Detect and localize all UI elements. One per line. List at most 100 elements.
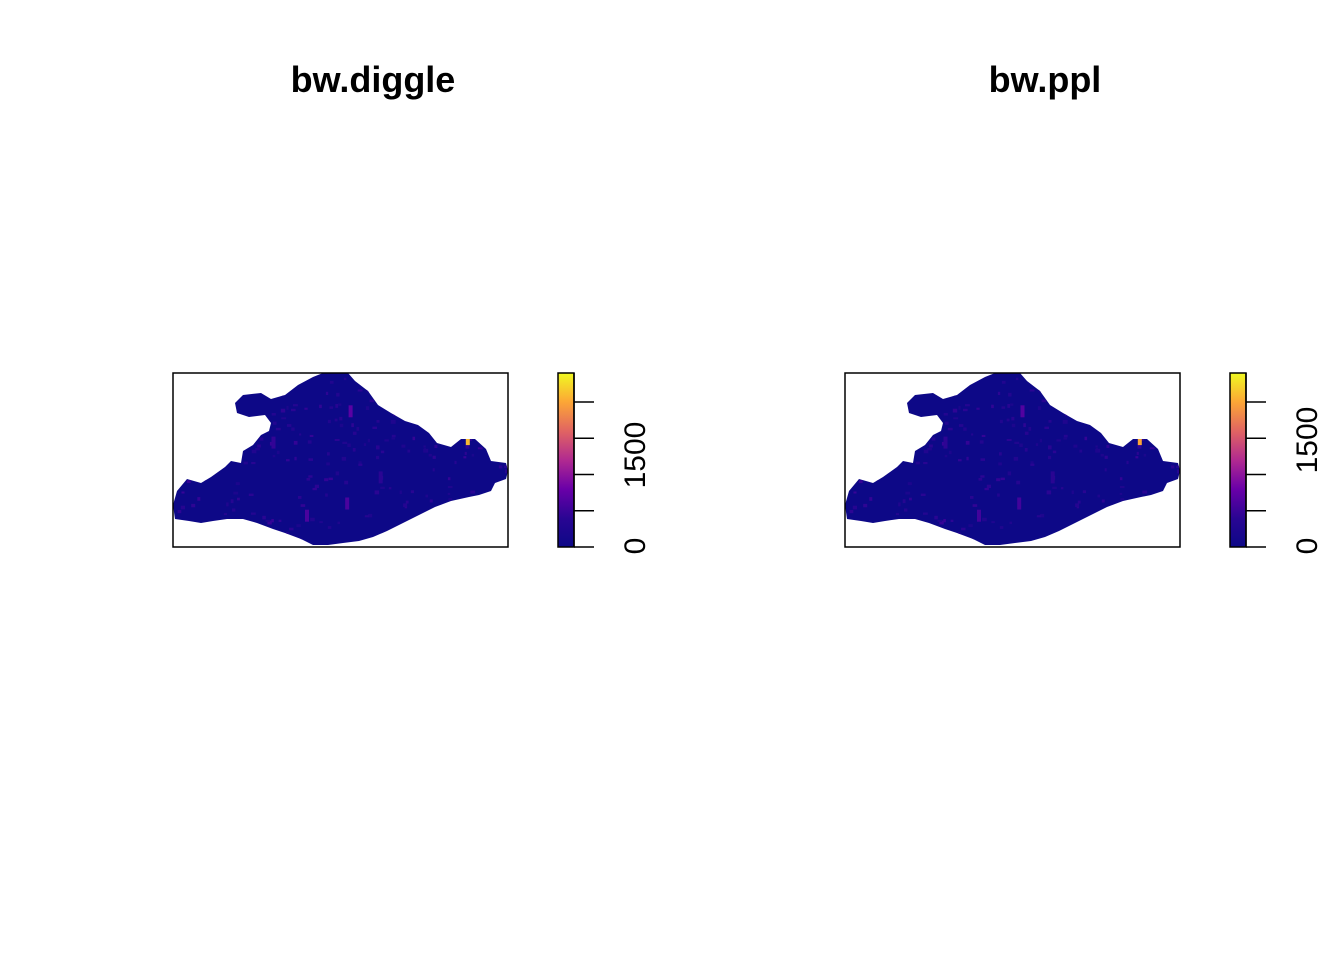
density-cell <box>233 533 239 536</box>
density-cell <box>1009 521 1012 525</box>
density-cell <box>192 430 197 434</box>
density-cell <box>1078 388 1083 393</box>
density-cell <box>869 497 873 501</box>
density-cell <box>216 441 220 445</box>
density-cell <box>482 518 487 522</box>
density-cell <box>898 502 901 507</box>
density-cell <box>388 487 392 490</box>
density-cell <box>258 377 262 382</box>
density-cell <box>364 542 367 545</box>
density-cell <box>294 456 297 461</box>
density-cell <box>432 468 435 472</box>
density-cell <box>278 519 282 522</box>
density-cell <box>1122 420 1128 424</box>
density-cell <box>1095 445 1098 448</box>
density-cell <box>206 412 209 416</box>
density-cell <box>1060 487 1064 490</box>
density-cell <box>958 424 964 427</box>
density-cell <box>222 423 225 428</box>
density-cell <box>853 383 859 387</box>
density-cell <box>939 381 945 386</box>
density-cell <box>470 490 476 494</box>
density-cell <box>978 478 983 481</box>
density-cell <box>372 426 377 429</box>
density-cell <box>907 482 912 486</box>
density-cell <box>498 465 503 469</box>
density-cell <box>337 521 340 525</box>
density-cell <box>226 448 230 452</box>
density-cell <box>847 379 852 383</box>
density-cell <box>1126 460 1129 465</box>
density-cell <box>1157 394 1160 399</box>
density-cell <box>1044 426 1049 429</box>
density-cell <box>1093 415 1098 419</box>
density-cell <box>923 542 927 545</box>
density-cell <box>306 478 311 481</box>
density-hotspot <box>305 509 309 522</box>
density-cell <box>180 505 185 510</box>
density-cell <box>888 441 892 445</box>
density-cell <box>1100 453 1104 457</box>
density-cell <box>469 409 473 413</box>
density-cell <box>299 433 302 436</box>
density-cell <box>446 510 452 514</box>
density-cell <box>934 515 938 520</box>
density-cell <box>293 440 298 445</box>
density-cell <box>289 527 294 531</box>
density-cell <box>852 505 857 510</box>
density-cell <box>183 442 186 445</box>
density-cell <box>237 497 240 501</box>
density-cell <box>1136 451 1139 455</box>
density-cell <box>1052 450 1057 454</box>
density-cell <box>1174 402 1179 405</box>
density-cell <box>423 448 427 452</box>
density-cell <box>1048 420 1052 423</box>
density-cell <box>209 419 213 422</box>
legend-tick-label: 0 <box>619 538 652 555</box>
density-cell <box>280 408 286 413</box>
density-cell <box>1048 455 1052 460</box>
density-cell <box>1079 449 1083 453</box>
density-cell <box>451 434 455 437</box>
density-cell <box>1134 435 1138 439</box>
density-cell <box>1019 443 1023 447</box>
density-cell <box>911 377 916 381</box>
density-cell <box>200 476 205 480</box>
density-cell <box>352 431 357 435</box>
density-cell <box>226 502 229 507</box>
density-cell <box>434 444 438 448</box>
density-cell <box>1119 486 1125 489</box>
density-cell <box>984 487 989 491</box>
density-hotspot <box>977 509 981 522</box>
density-cell <box>1041 399 1047 403</box>
density-cell <box>374 490 380 495</box>
density-cell <box>271 519 274 523</box>
density-cell <box>440 504 443 508</box>
density-cell <box>382 534 385 539</box>
density-cell <box>182 464 186 468</box>
density-cell <box>1145 404 1150 408</box>
density-cell <box>275 427 281 431</box>
density-cell <box>352 448 356 452</box>
density-cell <box>1008 392 1012 397</box>
density-cell <box>1160 437 1165 440</box>
density-cell <box>421 415 426 419</box>
density-cell <box>251 462 256 465</box>
density-cell <box>1118 510 1124 514</box>
density-cell <box>489 397 495 400</box>
density-cell <box>1052 486 1057 489</box>
density-cell <box>441 522 445 525</box>
density-cell <box>463 418 467 422</box>
density-cell <box>177 510 182 514</box>
density-cell <box>485 394 488 399</box>
density-cell <box>1105 508 1109 512</box>
density-cell <box>925 531 929 536</box>
density-cell <box>1125 542 1130 545</box>
density-cell <box>191 401 196 404</box>
density-cell <box>980 475 985 478</box>
density-cell <box>251 542 255 545</box>
density-cell <box>970 496 974 499</box>
density-cell <box>1001 406 1006 409</box>
density-cell <box>357 389 363 392</box>
density-cell <box>898 525 902 528</box>
